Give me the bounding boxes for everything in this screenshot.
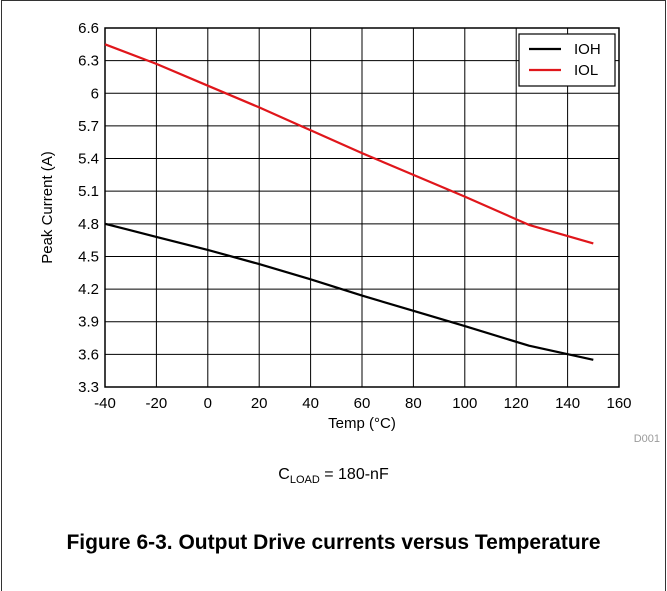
series-lines — [104, 43, 594, 361]
c-value: = 180-nF — [319, 466, 389, 483]
tick-labels: -40 -20 0 20 40 60 80 100 120 140 160 3.3 3.6 3.9 4.2 4… — [78, 20, 631, 412]
line-chart: -40 -20 0 20 40 60 80 100 120 140 160 3.3 3.6 3.9 4.2 4… — [39, 20, 660, 445]
legend: IOH IOL — [518, 33, 616, 87]
y-tick-label: 6 — [91, 85, 99, 102]
y-tick-label: 3.3 — [78, 379, 99, 396]
y-tick-label: 6.6 — [78, 20, 99, 37]
y-tick-label: 5.1 — [78, 183, 99, 200]
x-tick-label: 0 — [204, 395, 212, 412]
y-tick-label: 4.5 — [78, 248, 99, 265]
load-condition: CLOAD = 180-nF — [0, 466, 667, 486]
x-tick-label: 120 — [504, 395, 529, 412]
x-tick-label: 20 — [251, 395, 268, 412]
y-tick-label: 3.6 — [78, 346, 99, 363]
legend-box — [518, 33, 616, 87]
y-tick-label: 4.8 — [78, 216, 99, 233]
y-tick-label: 3.9 — [78, 314, 99, 331]
y-axis-label: Peak Current (A) — [39, 151, 56, 264]
series-line-ioh — [104, 222, 594, 361]
legend-label: IOL — [574, 62, 598, 79]
y-tick-label: 4.2 — [78, 281, 99, 298]
x-tick-label: 40 — [302, 395, 319, 412]
x-tick-label: 80 — [405, 395, 422, 412]
y-tick-label: 5.7 — [78, 118, 99, 135]
x-axis-label: Temp (°C) — [328, 415, 396, 432]
x-tick-label: -20 — [146, 395, 168, 412]
x-tick-label: 60 — [354, 395, 371, 412]
x-tick-label: 160 — [606, 395, 631, 412]
x-tick-label: -40 — [94, 395, 116, 412]
y-tick-label: 6.3 — [78, 53, 99, 70]
series-line-iol — [104, 43, 594, 245]
y-tick-label: 5.4 — [78, 151, 99, 168]
x-tick-label: 140 — [555, 395, 580, 412]
c-symbol: C — [278, 466, 290, 483]
legend-label: IOH — [574, 41, 601, 58]
plot-area — [104, 27, 620, 388]
c-subscript: LOAD — [289, 474, 320, 487]
figure-caption: Figure 6-3. Output Drive currents versus… — [66, 531, 601, 554]
figure-code: D001 — [634, 433, 660, 445]
x-tick-label: 100 — [452, 395, 477, 412]
